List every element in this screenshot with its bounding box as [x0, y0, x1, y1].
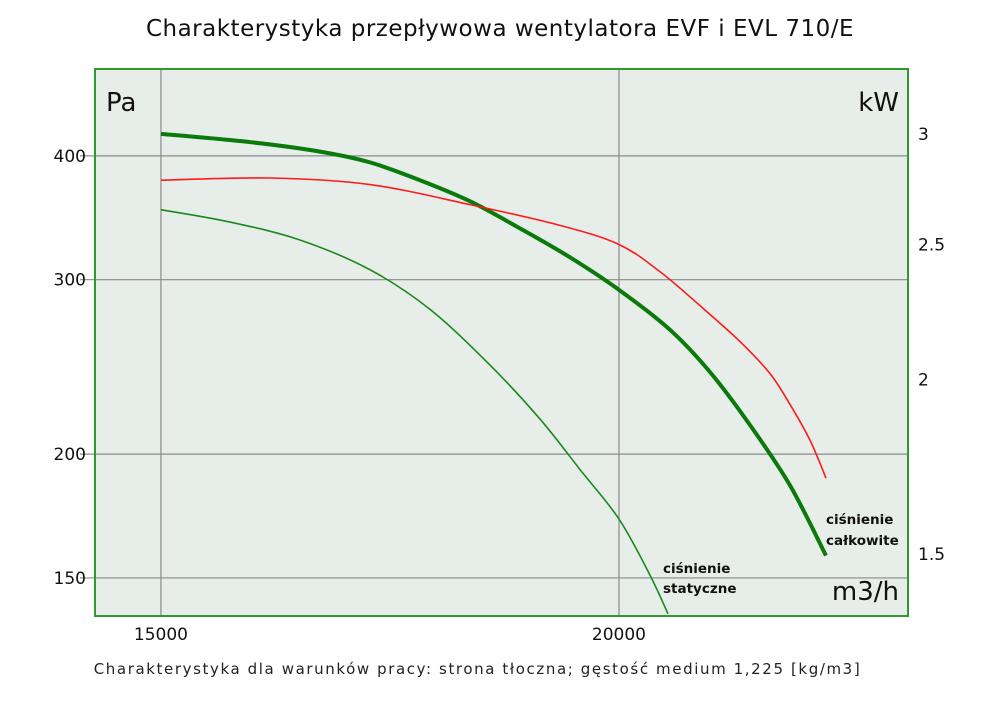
- y-tick-label: 200: [54, 445, 86, 465]
- x-tick-label: 20000: [592, 625, 646, 645]
- footnote: Charakterystyka dla warunków pracy: stro…: [93, 660, 862, 678]
- y2-tick-label: 2: [918, 371, 929, 391]
- grid: [80, 69, 908, 616]
- y2-tick-label: 2.5: [918, 235, 945, 255]
- annotations: ciśnienie całkowite ciśnienie statyczne: [663, 512, 899, 597]
- annotation-total-line2: całkowite: [826, 533, 899, 549]
- y2-tick-label: 1.5: [918, 545, 945, 565]
- y-tick-label: 300: [54, 271, 86, 291]
- y-tick-label: 400: [54, 147, 86, 167]
- y2-axis-label: kW: [858, 88, 899, 118]
- series-line-1: [160, 208, 669, 615]
- series-group: [160, 131, 828, 615]
- chart-title: Charakterystyka przepływowa wentylatora …: [145, 16, 855, 42]
- y2-tick-label: 3: [918, 125, 929, 145]
- annotation-total-line1: ciśnienie: [826, 512, 893, 528]
- x-axis-label: m3/h: [832, 577, 899, 607]
- series-line-0: [160, 131, 828, 557]
- annotation-static-line1: ciśnienie: [663, 561, 730, 577]
- tick-labels: 15000 20000 150 200 300 400 1.5 2 2.5 3: [54, 125, 946, 645]
- y-tick-label: 150: [54, 569, 86, 589]
- annotation-static-line2: statyczne: [663, 581, 736, 597]
- series-line-2: [160, 177, 827, 479]
- plot-area: [95, 69, 908, 616]
- plot-frame: [94, 68, 909, 617]
- y-axis-label: Pa: [106, 88, 136, 118]
- x-tick-label: 15000: [134, 625, 188, 645]
